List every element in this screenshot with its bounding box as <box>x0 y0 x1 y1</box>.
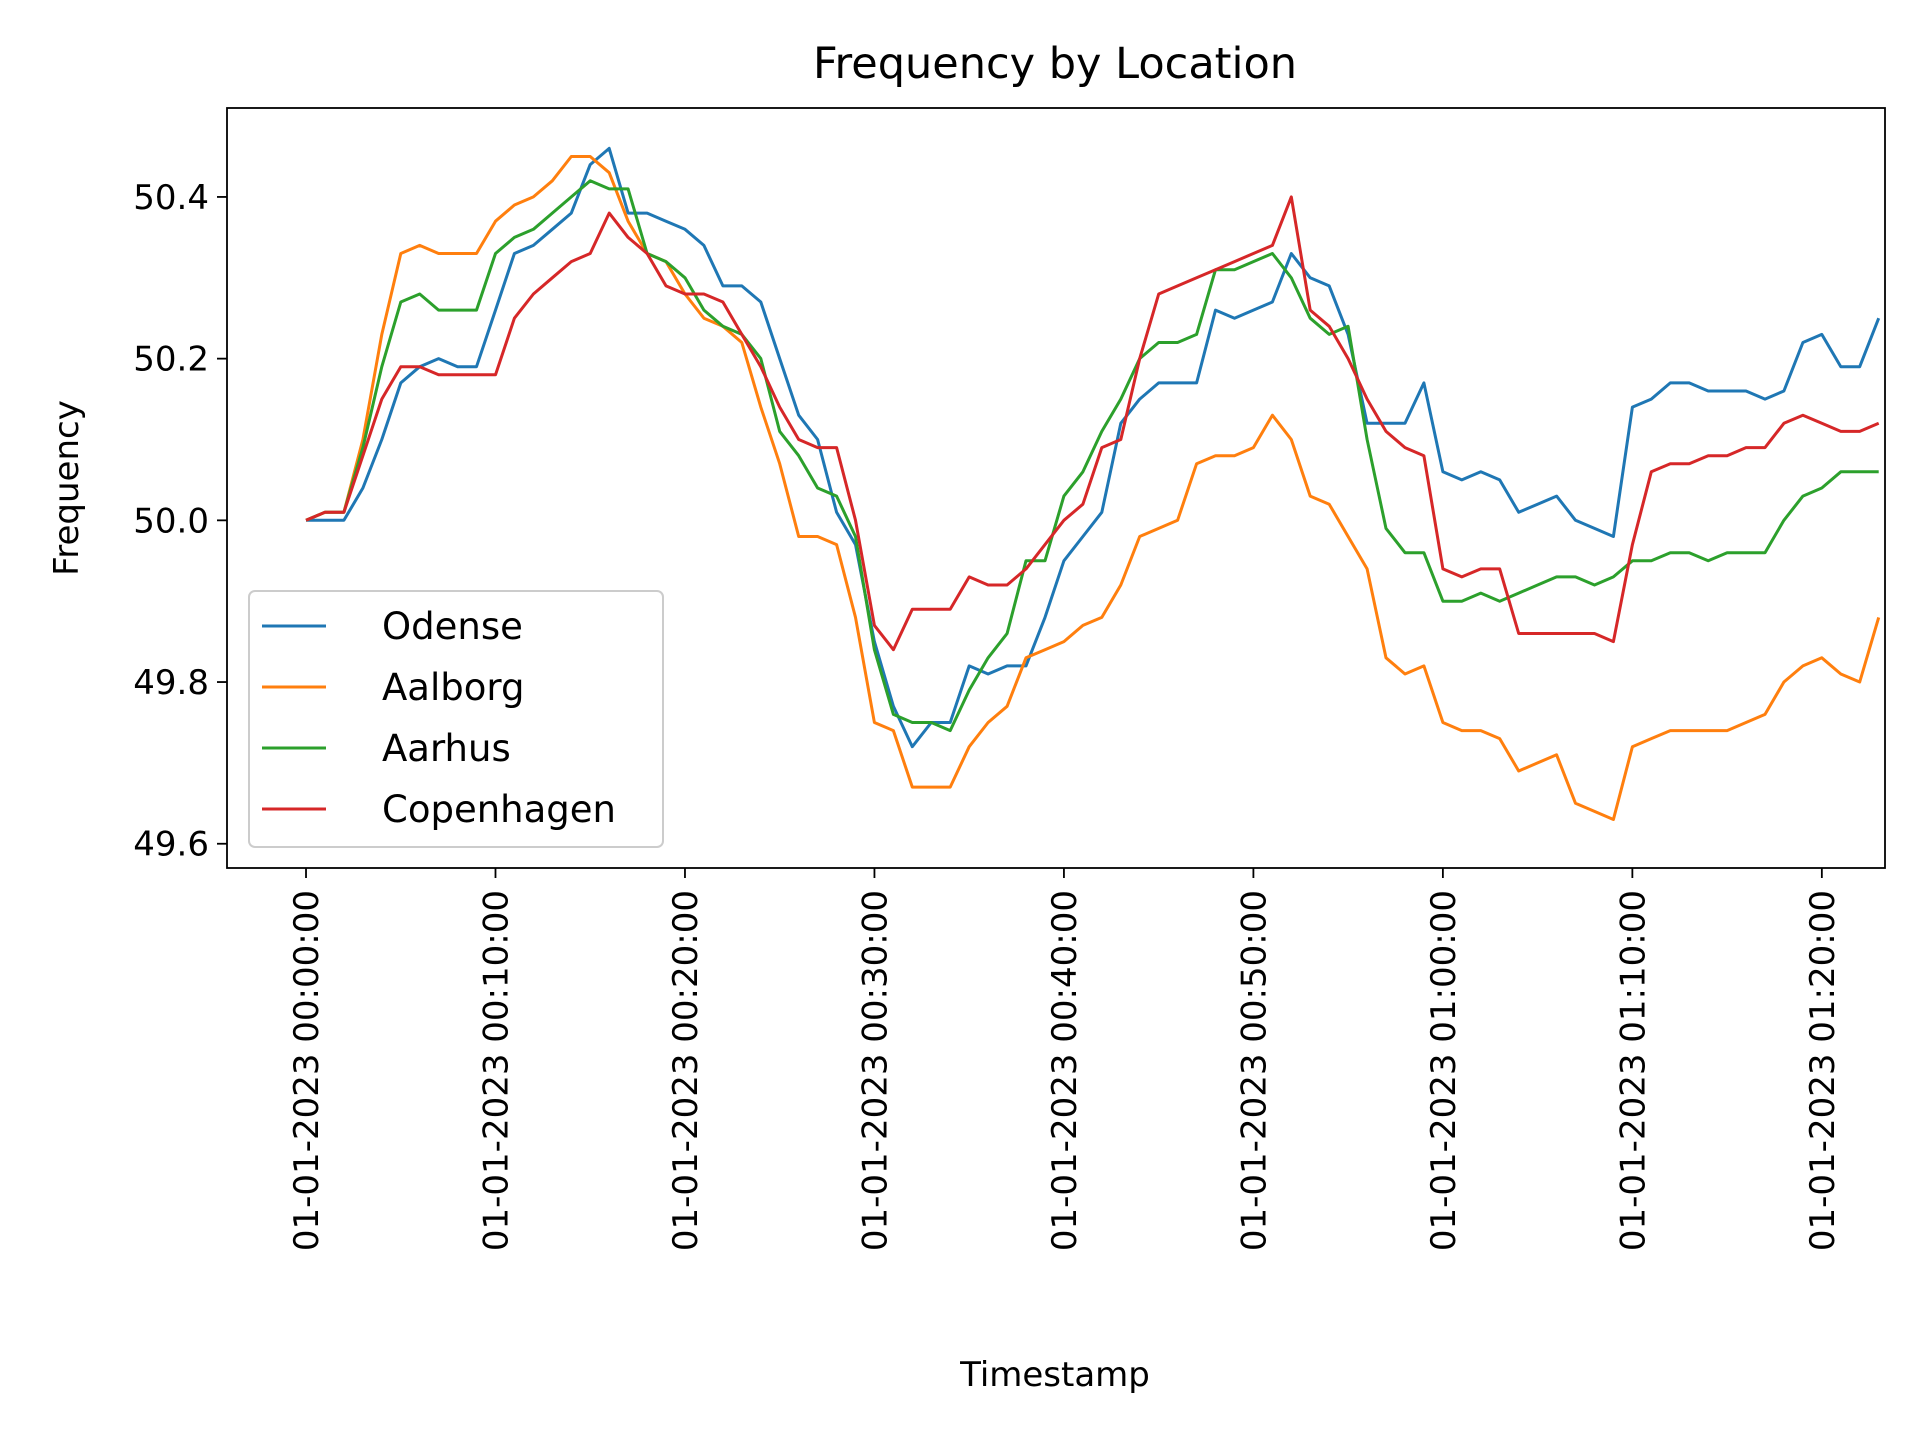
plot-area <box>305 146 1881 821</box>
y-axis: 49.6 49.8 50.0 50.2 50.4 <box>133 178 227 865</box>
legend-label-copenhagen: Copenhagen <box>382 788 616 831</box>
x-tick-label: 01-01-2023 01:00:00 <box>1424 890 1464 1251</box>
y-tick-label: 50.2 <box>133 340 209 380</box>
series-line-aalborg <box>305 155 1881 821</box>
y-tick-label: 50.0 <box>133 501 209 541</box>
x-axis: 01-01-2023 00:00:00 01-01-2023 00:10:00 01… <box>287 868 1843 1251</box>
plot-frame <box>226 107 1886 869</box>
y-tick-label: 50.4 <box>133 178 209 218</box>
x-tick-label: 01-01-2023 00:40:00 <box>1045 890 1085 1251</box>
y-tick-label: 49.8 <box>133 663 209 703</box>
legend-label-aarhus: Aarhus <box>382 727 511 770</box>
legend-label-aalborg: Aalborg <box>382 666 524 709</box>
x-tick-label: 01-01-2023 00:20:00 <box>666 890 706 1251</box>
legend-box <box>248 590 664 848</box>
y-tick-label: 49.6 <box>133 825 209 865</box>
series-line-odense <box>306 146 1881 749</box>
series-line-aarhus <box>305 179 1879 733</box>
y-axis-label: Frequency <box>47 400 87 576</box>
x-tick-label: 01-01-2023 00:30:00 <box>855 890 895 1251</box>
x-tick-label: 01-01-2023 00:10:00 <box>476 890 516 1251</box>
x-tick-label: 01-01-2023 00:00:00 <box>287 890 327 1251</box>
x-axis-label: Timestamp <box>959 1355 1150 1395</box>
x-tick-label: 01-01-2023 01:20:00 <box>1803 890 1843 1251</box>
x-tick-label: 01-01-2023 01:10:00 <box>1613 890 1653 1251</box>
legend-label-odense: Odense <box>382 605 523 648</box>
chart-title: Frequency by Location <box>813 39 1297 89</box>
x-tick-label: 01-01-2023 00:50:00 <box>1234 890 1274 1251</box>
series-line-copenhagen <box>305 195 1880 652</box>
legend: Odense Aalborg Aarhus Copenhagen <box>248 590 664 848</box>
